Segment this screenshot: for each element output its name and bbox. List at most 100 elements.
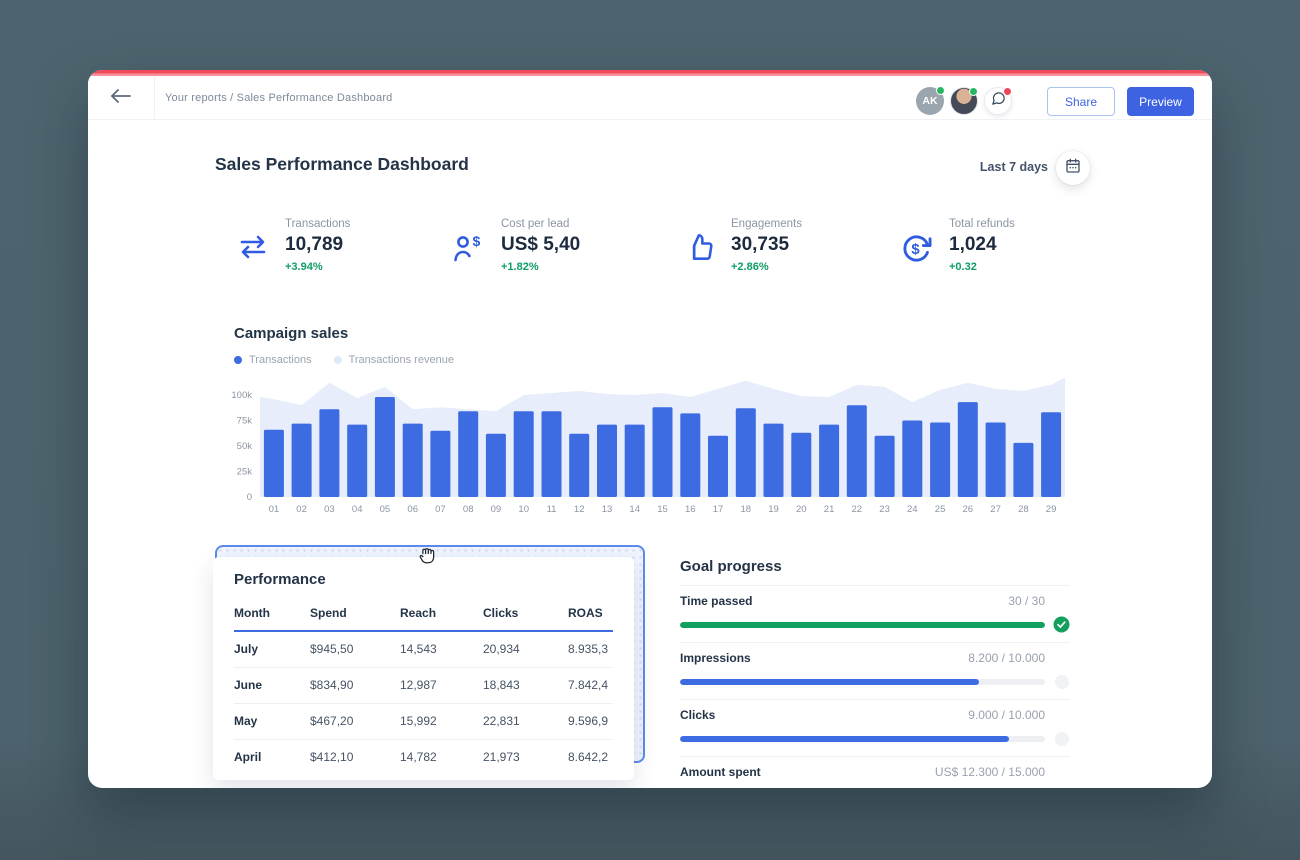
- svg-text:18: 18: [741, 504, 752, 515]
- calendar-button[interactable]: [1056, 151, 1090, 185]
- cell-clicks: 22,831: [483, 714, 520, 728]
- kpi-value: 1,024: [949, 234, 997, 255]
- table-row: April $412,10 14,782 21,973 8.642,2: [234, 739, 613, 775]
- cell-spend: $412,10: [310, 750, 354, 765]
- kpi-label: Total refunds: [949, 218, 1015, 230]
- goal-value: US$ 12.300 / 15.000: [934, 765, 1045, 779]
- svg-text:28: 28: [1018, 504, 1029, 515]
- svg-text:75k: 75k: [237, 416, 253, 427]
- cell-reach: 12,987: [400, 678, 437, 692]
- cell-reach: 15,992: [400, 714, 437, 728]
- svg-text:29: 29: [1046, 504, 1057, 515]
- legend-item-transactions-revenue[interactable]: Transactions revenue: [333, 354, 454, 366]
- svg-text:08: 08: [463, 504, 474, 515]
- performance-table: Month Spend Reach Clicks ROAS July $945,…: [234, 598, 613, 775]
- table-row: June $834,90 12,987 18,843 7.842,4: [234, 667, 613, 703]
- avatar-initials: AK: [922, 95, 938, 107]
- goal-label: Impressions: [680, 651, 751, 665]
- cell-month: July: [234, 642, 259, 657]
- svg-text:24: 24: [907, 504, 918, 515]
- back-button[interactable]: [88, 76, 155, 120]
- cell-spend: $945,50: [310, 642, 354, 657]
- kpi-delta: +0.32: [949, 261, 977, 273]
- cell-clicks: 21,973: [483, 750, 520, 765]
- progress-track: [680, 621, 1045, 628]
- avatar-photo[interactable]: [950, 87, 978, 115]
- goal-label: Time passed: [680, 594, 753, 608]
- cell-spend: $467,20: [310, 714, 354, 728]
- dashboard-window: Your reports / Sales Performance Dashboa…: [88, 70, 1212, 788]
- table-row: July $945,50 14,543 20,934 8.935,3: [234, 631, 613, 667]
- goal-row-impressions: Impressions 8.200 / 10.000: [680, 642, 1070, 690]
- cell-month: April: [234, 750, 262, 765]
- cell-roas: 8.935,3: [568, 642, 609, 657]
- svg-text:13: 13: [602, 504, 613, 515]
- svg-text:14: 14: [629, 504, 640, 515]
- kpi-value: 30,735: [731, 234, 790, 255]
- table-row: May $467,20 15,992 22,831 9.596,9: [234, 703, 613, 739]
- svg-text:25: 25: [935, 504, 946, 515]
- goal-value: 30 / 30: [1008, 594, 1045, 608]
- goal-pending-icon: [1053, 673, 1070, 690]
- kpi-total-refunds: $ Total refunds 1,024 +0.32: [901, 216, 1108, 273]
- calendar-icon: [1065, 158, 1081, 179]
- goal-pending-icon: [1053, 787, 1070, 788]
- svg-text:16: 16: [685, 504, 696, 515]
- col-month[interactable]: Month: [234, 606, 270, 620]
- kpi-row: Transactions 10,789 +3.94% $ Cost per le…: [238, 216, 1108, 273]
- legend-label: Transactions: [249, 354, 312, 366]
- check-circle-icon: [1053, 616, 1070, 633]
- svg-text:$: $: [911, 242, 920, 258]
- notification-dot: [1003, 87, 1012, 96]
- campaign-sales-chart: 01 02 03 04 05 06 07 08 09 10 11 12 13 14 15 16 17 18 19 20…: [215, 368, 1065, 523]
- cell-clicks: 18,843: [483, 678, 520, 692]
- share-button[interactable]: Share: [1047, 87, 1115, 116]
- kpi-value: 10,789: [285, 234, 344, 255]
- col-roas[interactable]: ROAS: [568, 606, 603, 620]
- kpi-transactions: Transactions 10,789 +3.94%: [238, 216, 452, 273]
- kpi-value: US$ 5,40: [501, 234, 581, 255]
- chat-bubble-icon: [991, 91, 1006, 111]
- cell-reach: 14,782: [400, 750, 437, 765]
- kpi-label: Transactions: [285, 218, 351, 230]
- col-reach[interactable]: Reach: [400, 606, 437, 620]
- avatar-ak[interactable]: AK: [916, 86, 945, 115]
- svg-text:$: $: [473, 233, 481, 249]
- svg-text:11: 11: [547, 504, 557, 515]
- topbar: Your reports / Sales Performance Dashboa…: [88, 76, 1212, 120]
- svg-text:100k: 100k: [231, 390, 252, 401]
- goal-row-time-passed: Time passed 30 / 30: [680, 585, 1070, 633]
- svg-text:07: 07: [435, 504, 446, 515]
- cell-roas: 7.842,4: [568, 678, 609, 692]
- performance-card[interactable]: Performance Month Spend Reach Clicks ROA…: [213, 557, 634, 780]
- table-header-row: Month Spend Reach Clicks ROAS: [234, 598, 613, 631]
- cell-spend: $834,90: [310, 678, 354, 692]
- thumbs-up-icon: [686, 233, 714, 266]
- cell-clicks: 20,934: [483, 642, 520, 657]
- svg-text:06: 06: [407, 504, 418, 515]
- svg-text:04: 04: [352, 504, 363, 515]
- performance-title: Performance: [234, 571, 326, 588]
- date-range-label[interactable]: Last 7 days: [979, 160, 1048, 174]
- cell-month: May: [234, 714, 258, 728]
- cell-roas: 9.596,9: [568, 714, 609, 728]
- col-clicks[interactable]: Clicks: [483, 606, 519, 620]
- progress-track: [680, 735, 1045, 742]
- kpi-label: Cost per lead: [501, 218, 570, 230]
- svg-text:26: 26: [963, 504, 974, 515]
- page-title: Sales Performance Dashboard: [215, 154, 469, 174]
- svg-text:02: 02: [296, 504, 307, 515]
- online-status-dot: [969, 87, 978, 96]
- kpi-engagements: Engagements 30,735 +2.86%: [686, 216, 901, 273]
- kpi-delta: +2.86%: [731, 261, 769, 273]
- legend-item-transactions[interactable]: Transactions: [234, 354, 312, 366]
- goal-row-clicks: Clicks 9.000 / 10.000: [680, 699, 1070, 747]
- chat-button[interactable]: [984, 87, 1012, 115]
- col-spend[interactable]: Spend: [310, 606, 347, 620]
- grab-hand-cursor-icon: [414, 540, 441, 572]
- svg-text:19: 19: [768, 504, 779, 515]
- goal-pending-icon: [1053, 730, 1070, 747]
- goal-row-amount-spent: Amount spent US$ 12.300 / 15.000: [680, 756, 1070, 788]
- svg-text:50k: 50k: [237, 441, 253, 452]
- preview-button[interactable]: Preview: [1127, 87, 1194, 116]
